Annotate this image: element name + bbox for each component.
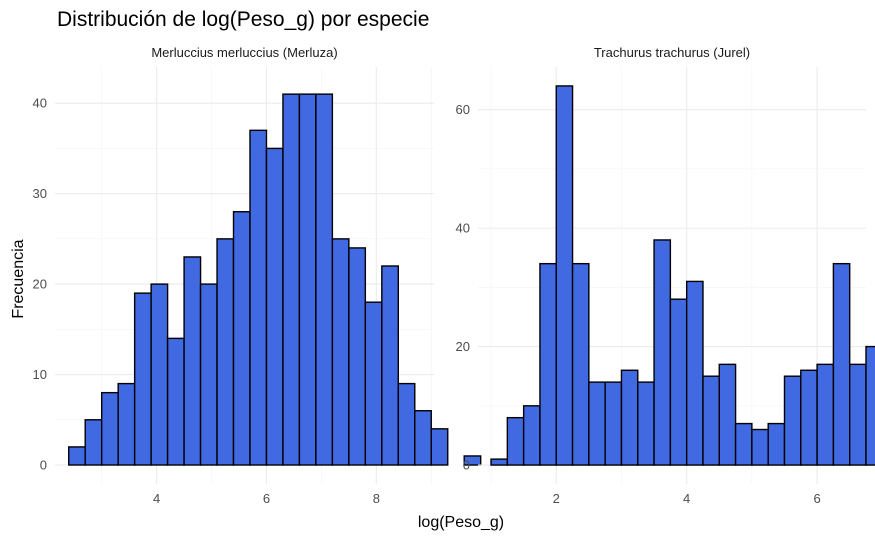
histogram-bar: [522, 405, 541, 466]
histogram-bar: [734, 422, 753, 466]
histogram-bar: [571, 262, 590, 466]
histogram-bar: [620, 369, 639, 466]
histogram-bar: [133, 292, 152, 466]
y-tick-label: 10: [33, 367, 47, 382]
y-tick-label: 40: [456, 221, 470, 236]
histogram-bar: [555, 85, 574, 466]
histogram-bar: [249, 129, 268, 466]
histogram-bar: [100, 391, 119, 466]
x-tick-label: 6: [263, 491, 270, 506]
histogram-bar: [783, 375, 802, 466]
histogram-bar: [84, 419, 103, 466]
histogram-bar: [751, 428, 769, 466]
histogram-bar: [702, 375, 720, 466]
y-tick-label: 60: [456, 102, 470, 117]
histogram-bar: [199, 283, 218, 466]
histogram-bar: [588, 381, 606, 466]
histogram-bar: [653, 239, 672, 466]
facet-strip-label: Trachurus trachurus (Jurel): [594, 45, 750, 60]
histogram-bar: [816, 363, 835, 466]
histogram-bar: [298, 93, 317, 466]
x-tick-label: 4: [683, 491, 690, 506]
histogram-bar: [364, 301, 383, 466]
y-tick-label: 20: [33, 277, 47, 292]
y-tick-label: 40: [33, 96, 47, 111]
x-tick-label: 4: [153, 491, 160, 506]
histogram-bar: [232, 211, 251, 466]
histogram-bar: [414, 410, 432, 466]
facet-panel-1: Merluccius merluccius (Merluza) 4 6 8 0 10 20 3…: [33, 45, 482, 506]
histogram-bar: [265, 147, 284, 466]
chart-title: Distribución de log(Peso_g) por especie: [57, 8, 429, 31]
x-tick-label: 2: [553, 491, 560, 506]
histogram-bar: [397, 382, 416, 466]
y-tick-label: 20: [456, 339, 470, 354]
histogram-bar: [800, 369, 818, 466]
histogram-bar: [539, 262, 557, 466]
histogram-bar: [183, 256, 202, 466]
histogram-bar: [117, 382, 136, 466]
y-tick-label: 0: [463, 458, 470, 473]
y-tick-label: 0: [40, 458, 47, 473]
histogram-bar: [506, 416, 525, 466]
y-axis-title: Frecuencia: [10, 239, 27, 318]
histogram-bar: [848, 363, 867, 466]
histogram-bar: [637, 381, 655, 466]
histogram-bar: [718, 363, 737, 466]
histogram-bar: [669, 298, 688, 466]
histogram-bar: [282, 93, 301, 466]
facet-strip-label: Merluccius merluccius (Merluza): [151, 45, 337, 60]
histogram-bar: [604, 381, 623, 466]
y-tick-label: 30: [33, 186, 47, 201]
histogram-bar: [348, 247, 367, 466]
x-tick-label: 8: [373, 491, 380, 506]
histogram-bar: [685, 280, 704, 466]
histogram-bar: [381, 265, 399, 466]
histogram-bar: [166, 337, 185, 466]
histogram-bar: [463, 455, 482, 466]
histogram-bar: [430, 428, 449, 466]
histogram-bar: [331, 238, 350, 466]
histogram-bar: [832, 262, 851, 466]
histogram-bar: [865, 345, 875, 466]
histogram-bar: [315, 93, 334, 466]
histogram-bar: [68, 446, 86, 466]
histogram-bar: [767, 422, 786, 466]
histogram-bar: [150, 283, 169, 466]
histogram-bar: [490, 458, 509, 466]
x-tick-label: 6: [813, 491, 820, 506]
histogram-bar: [216, 238, 235, 466]
x-axis-title: log(Peso_g): [418, 514, 504, 531]
facets-layer: Merluccius merluccius (Merluza)4 6 8010203…: [33, 45, 875, 506]
